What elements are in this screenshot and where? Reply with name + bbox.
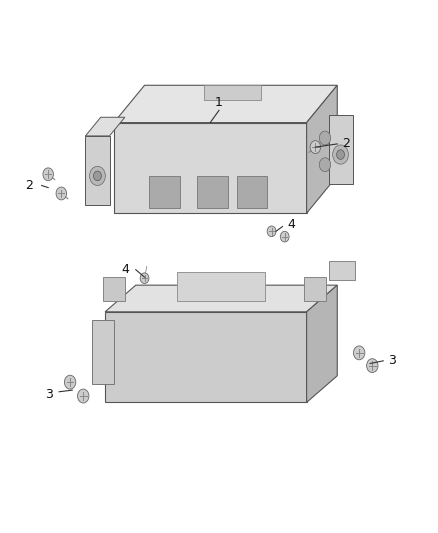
Text: 4: 4	[287, 219, 295, 231]
Polygon shape	[177, 272, 265, 301]
Polygon shape	[92, 320, 114, 384]
Circle shape	[319, 158, 331, 172]
Polygon shape	[105, 312, 307, 402]
Polygon shape	[328, 261, 355, 280]
Circle shape	[56, 187, 67, 200]
Polygon shape	[85, 136, 110, 205]
Polygon shape	[204, 85, 261, 100]
Polygon shape	[114, 123, 307, 213]
Polygon shape	[307, 285, 337, 402]
Text: 4: 4	[121, 263, 129, 276]
Circle shape	[267, 226, 276, 237]
Text: 3: 3	[45, 388, 53, 401]
Circle shape	[64, 375, 76, 389]
Polygon shape	[85, 117, 125, 136]
Circle shape	[310, 141, 321, 154]
Polygon shape	[307, 85, 337, 213]
Text: 1: 1	[215, 96, 223, 109]
Circle shape	[280, 231, 289, 242]
Circle shape	[332, 145, 348, 164]
Bar	[197, 176, 228, 208]
Bar	[103, 277, 125, 301]
Polygon shape	[328, 115, 353, 184]
Circle shape	[94, 171, 101, 181]
Bar	[149, 176, 180, 208]
Circle shape	[89, 166, 105, 185]
Circle shape	[78, 389, 89, 403]
Bar	[237, 176, 267, 208]
Text: 2: 2	[25, 179, 33, 192]
Polygon shape	[114, 85, 337, 123]
Circle shape	[140, 273, 149, 284]
Circle shape	[367, 359, 378, 373]
Circle shape	[353, 346, 365, 360]
Polygon shape	[105, 285, 337, 312]
Text: 2: 2	[342, 138, 350, 150]
Circle shape	[43, 168, 53, 181]
Bar	[304, 277, 326, 301]
Circle shape	[336, 150, 344, 159]
Circle shape	[319, 131, 331, 145]
Text: 3: 3	[388, 354, 396, 367]
